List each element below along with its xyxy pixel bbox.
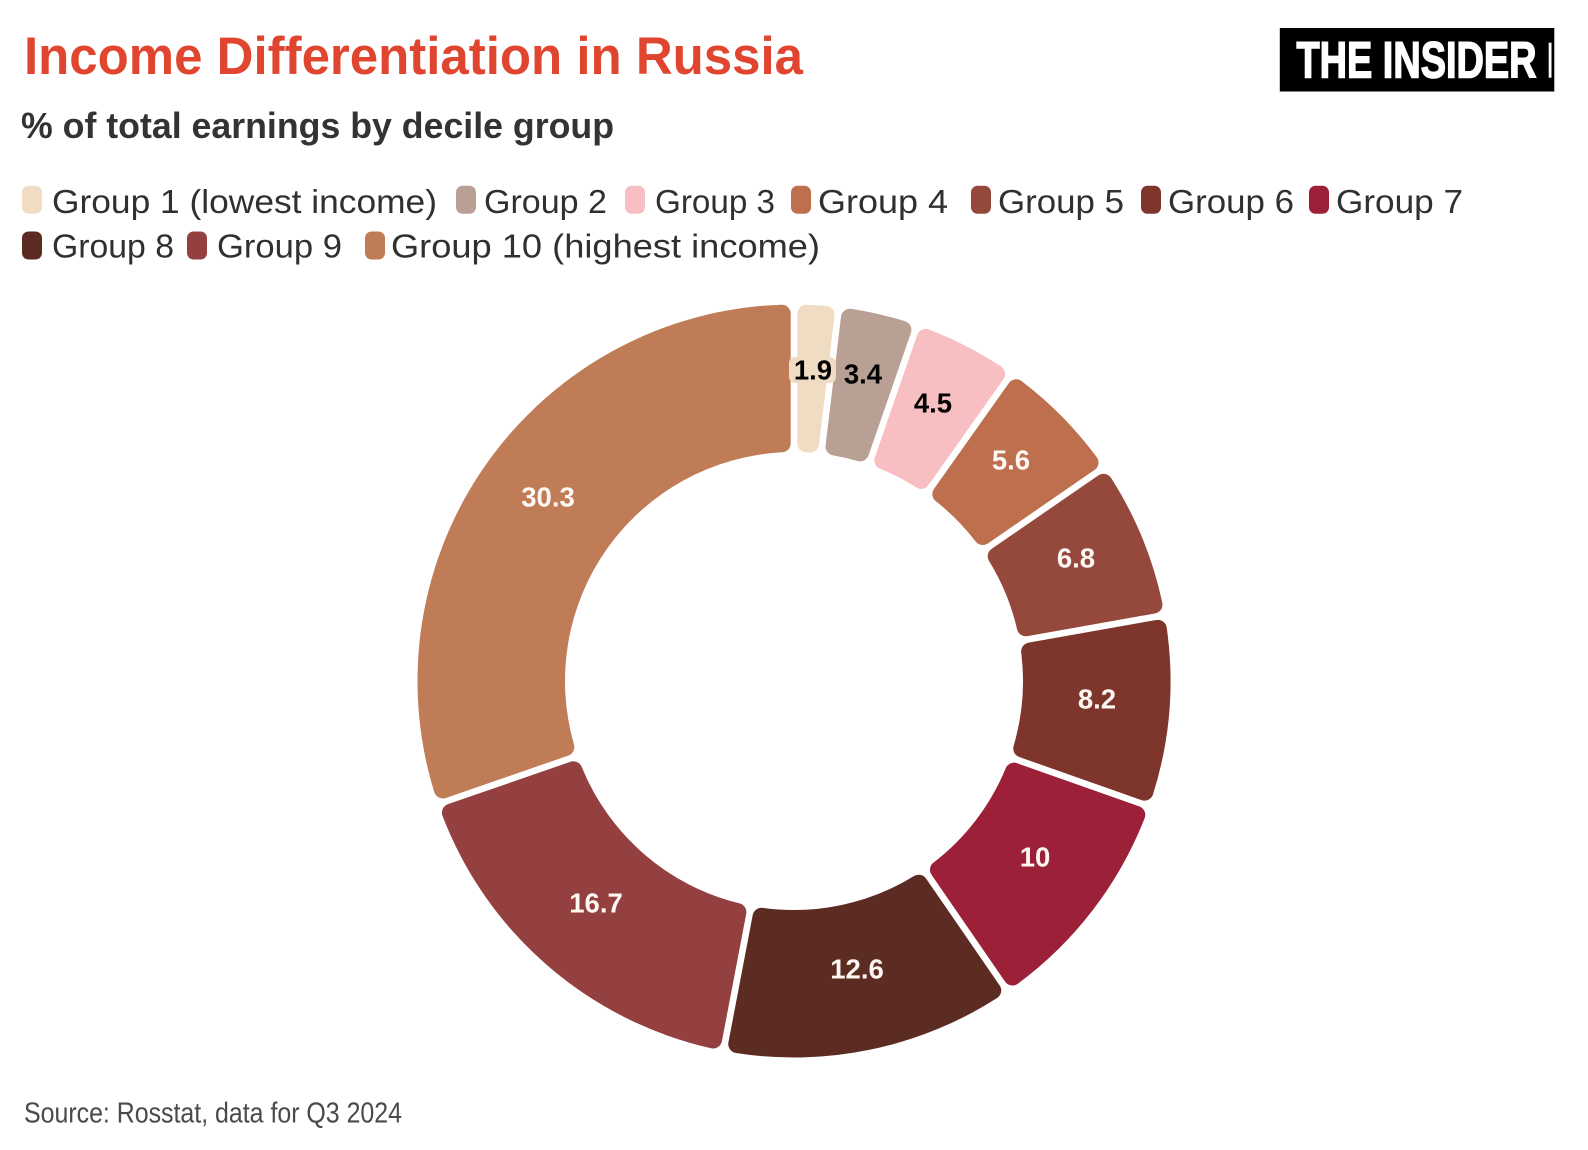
svg-text:30.3: 30.3	[521, 482, 575, 513]
svg-text:12.6: 12.6	[830, 954, 884, 985]
svg-text:Group 8: Group 8	[52, 227, 174, 264]
svg-text:Source: Rosstat, data for Q3 2: Source: Rosstat, data for Q3 2024	[24, 1098, 402, 1130]
svg-text:% of total earnings by decile: % of total earnings by decile group	[21, 105, 614, 146]
svg-text:Group 5: Group 5	[998, 183, 1124, 220]
svg-text:16.7: 16.7	[569, 888, 623, 919]
svg-text:Group 9: Group 9	[217, 227, 342, 264]
svg-text:Income Differentiation in Russ: Income Differentiation in Russia	[24, 27, 803, 86]
svg-text:THE INSIDER: THE INSIDER	[1297, 32, 1537, 89]
svg-text:Group 4: Group 4	[818, 183, 948, 220]
svg-text:8.2: 8.2	[1078, 684, 1116, 715]
svg-text:5.6: 5.6	[992, 445, 1030, 476]
svg-text:Group 7: Group 7	[1336, 183, 1463, 220]
svg-text:Group 10 (highest income): Group 10 (highest income)	[391, 227, 820, 264]
svg-text:Group 3: Group 3	[655, 183, 775, 220]
svg-text:4.5: 4.5	[914, 388, 952, 419]
svg-text:Group 6: Group 6	[1168, 183, 1294, 220]
svg-text:1.9: 1.9	[794, 355, 832, 386]
svg-text:3.4: 3.4	[844, 359, 883, 390]
svg-text:Group 2: Group 2	[484, 183, 607, 220]
svg-text:10: 10	[1020, 842, 1051, 873]
svg-text:6.8: 6.8	[1057, 543, 1095, 574]
svg-text:Group 1 (lowest income): Group 1 (lowest income)	[52, 183, 437, 220]
